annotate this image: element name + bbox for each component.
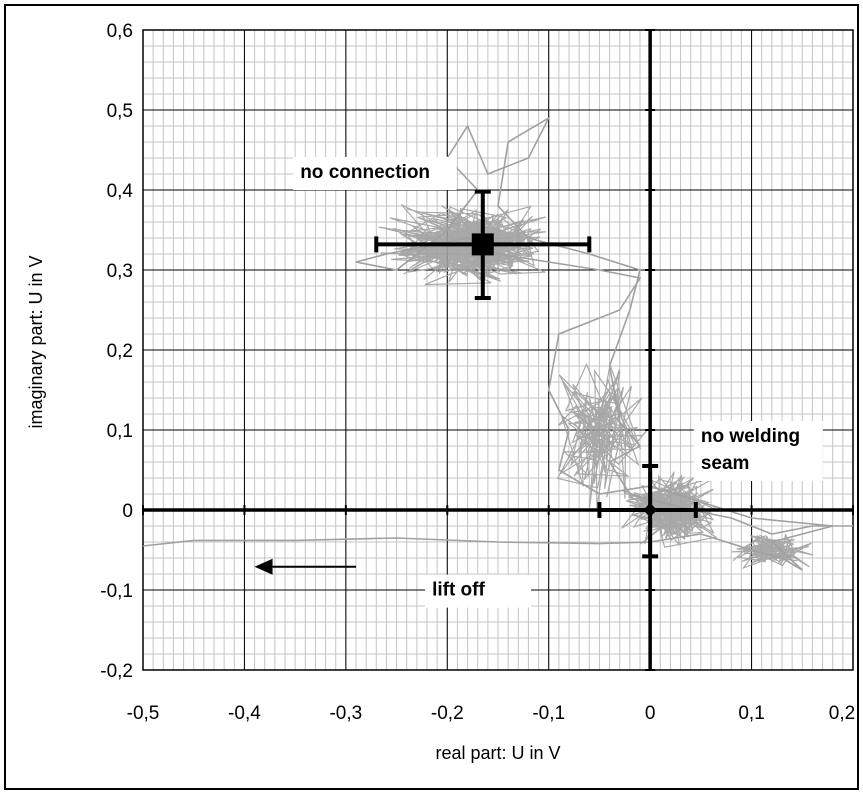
x-tick-label: -0,3	[329, 703, 362, 724]
y-tick-label: 0,1	[107, 421, 133, 442]
x-axis-title: real part: U in V	[435, 743, 560, 763]
x-tick-label: -0,5	[127, 703, 160, 724]
annotation-no-welding-seam: seam	[701, 453, 750, 474]
tick-labels: -0,5 -0,4 -0,3 -0,2 -0,1 0 0,1 0,2 -0,2 -0,1 0 0,1 0…	[100, 21, 855, 724]
scatter-chart: -0,5 -0,4 -0,3 -0,2 -0,1 0 0,1 0,2 -0,2 -0,1 0 0,1 0…	[26, 21, 855, 763]
y-tick-label: 0,3	[107, 261, 133, 282]
y-tick-label: -0,2	[100, 661, 133, 682]
y-tick-label: 0,6	[107, 21, 133, 42]
error-bar-markers	[374, 189, 698, 559]
annotation-lift-off-background	[425, 574, 532, 608]
trace-cluster	[378, 204, 547, 286]
annotation-no-connection: no connection	[300, 162, 430, 183]
y-tick-label: -0,1	[100, 581, 133, 602]
annotations: no connection no welding seam lift off	[254, 157, 823, 608]
x-tick-label: -0,4	[228, 703, 261, 724]
plot-border	[142, 29, 854, 671]
annotation-lift-off: lift off	[432, 580, 485, 601]
zero-axes	[142, 29, 854, 671]
lift-off-arrow-head	[254, 558, 273, 575]
x-tick-label: 0,2	[829, 703, 855, 724]
y-axis-title: imaginary part: U in V	[26, 255, 46, 428]
y-tick-label: 0,2	[107, 341, 133, 362]
annotation-no-connection-background	[293, 157, 457, 190]
mean-marker-diamond	[643, 503, 658, 517]
x-tick-label: -0,2	[431, 703, 464, 724]
y-tick-label: 0	[122, 501, 133, 522]
x-tick-label: 0	[645, 703, 656, 724]
signal-traces	[142, 115, 853, 571]
x-tick-label: 0,1	[738, 703, 764, 724]
mean-marker-square	[471, 233, 494, 256]
y-tick-label: 0,5	[107, 101, 133, 122]
y-tick-label: 0,4	[107, 181, 134, 202]
annotation-no-welding-seam-background	[693, 421, 823, 481]
trace-cluster	[621, 471, 718, 548]
chart-frame: -0,5 -0,4 -0,3 -0,2 -0,1 0 0,1 0,2 -0,2 -0,1 0 0,1 0…	[4, 4, 859, 790]
trace-cluster	[556, 362, 649, 509]
x-tick-label: -0,1	[532, 703, 565, 724]
trace-cluster	[731, 532, 814, 570]
annotation-no-welding-seam: no welding	[701, 426, 800, 447]
